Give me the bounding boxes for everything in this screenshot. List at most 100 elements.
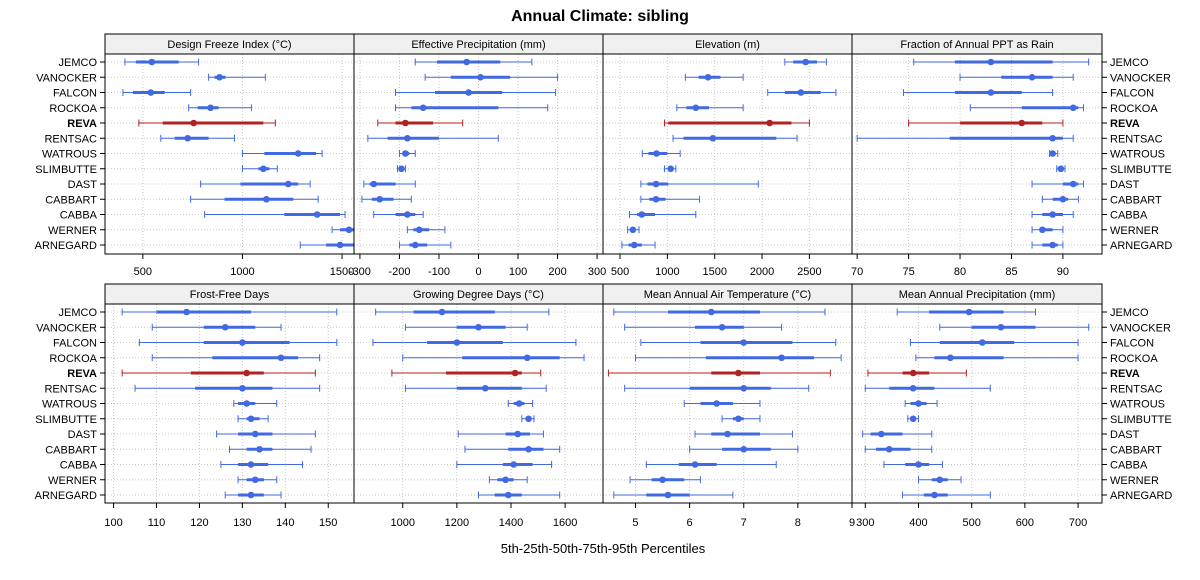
median-dot [997, 323, 1005, 331]
panel-2: Elevation (m) 500 1000 1500 2000 2500 [602, 33, 853, 278]
series-cabba [456, 461, 553, 468]
panel-title: Growing Degree Days (°C) [413, 289, 544, 301]
median-dot [1049, 241, 1056, 249]
site-label-right: FALCON [1110, 338, 1154, 350]
panel-title: Mean Annual Precipitation (mm) [899, 289, 1056, 301]
x-tick-label: 500 [963, 517, 981, 529]
series-rockoa [151, 354, 321, 362]
x-tick-label: 100 [509, 266, 527, 278]
site-label-right: FALCON [1110, 88, 1154, 100]
chart-title: Annual Climate: sibling [511, 8, 689, 25]
series-cabbart [190, 195, 319, 203]
median-dot [284, 180, 292, 188]
series-jemco [784, 58, 827, 66]
panel-frame [104, 303, 355, 504]
series-rentsac [367, 134, 499, 142]
median-dot [510, 461, 517, 468]
series-vanocker [404, 323, 528, 331]
median-dot [979, 339, 986, 346]
series-jemco [121, 308, 338, 316]
panel-grid [852, 54, 1102, 254]
panel-grid [354, 304, 603, 503]
site-label-right: REVA [1110, 368, 1140, 380]
median-dot [915, 461, 922, 468]
series-falcon [640, 339, 837, 346]
median-dot [247, 415, 255, 423]
median-dot [885, 445, 893, 453]
x-tick-label: 1000 [655, 266, 679, 278]
panel-marks [607, 308, 842, 499]
median-dot [247, 491, 255, 499]
series-jemco [414, 58, 533, 66]
series-rockoa [915, 354, 1079, 362]
x-axis-6: 5 6 7 8 9 [632, 503, 855, 529]
series-falcon [372, 339, 577, 346]
panel-frame [353, 303, 604, 504]
median-dot [463, 58, 470, 66]
x-tick-label: 80 [954, 266, 966, 278]
median-dot [629, 226, 637, 234]
series-watrous [233, 400, 278, 407]
site-label-right: JEMCO [1110, 57, 1149, 69]
median-dot [692, 104, 700, 112]
series-rockoa [969, 104, 1084, 112]
site-label-left: CABBA [60, 460, 98, 472]
site-label-right: WERNER [1110, 225, 1159, 237]
panel-title: Design Freeze Index (°C) [167, 39, 291, 51]
site-label-left: SLIMBUTTE [35, 414, 97, 426]
site-label-right: DAST [1110, 179, 1140, 191]
site-label-right: REVA [1110, 118, 1140, 130]
series-falcon [767, 89, 837, 96]
series-rentsac [134, 384, 321, 392]
median-dot [667, 165, 674, 173]
panel-marks [862, 308, 1090, 499]
site-label-left: JEMCO [59, 307, 98, 319]
series-rockoa [676, 104, 744, 112]
median-dot [740, 445, 748, 453]
x-axis-label: 5th-25th-50th-75th-95th Percentiles [501, 541, 706, 556]
site-label-left: WERNER [48, 225, 97, 237]
x-tick-label: 6 [687, 517, 693, 529]
series-reva [138, 119, 276, 127]
median-dot [207, 104, 214, 112]
x-tick-label: 150 [319, 517, 337, 529]
site-label-left: ROCKOA [49, 103, 97, 115]
series-cabba [629, 211, 697, 218]
median-dot [336, 241, 344, 249]
series-cabba [645, 461, 777, 468]
site-label-left: FALCON [53, 338, 97, 350]
series-slimbutte [237, 415, 269, 423]
series-cabbart [229, 445, 312, 453]
site-label-left: DAST [68, 429, 98, 441]
series-slimbutte [721, 415, 761, 423]
series-watrous [904, 400, 938, 407]
median-dot [1069, 180, 1077, 188]
x-axis-2: 500 1000 1500 2000 2500 [611, 254, 822, 278]
series-werner [1031, 226, 1064, 234]
median-dot [345, 226, 353, 234]
site-label-right: CABBART [1110, 444, 1162, 456]
panel-grid [105, 304, 354, 503]
site-label-left: VANOCKER [36, 72, 97, 84]
series-falcon [910, 339, 1079, 346]
series-watrous [241, 150, 323, 157]
series-rentsac [672, 134, 798, 142]
series-rockoa [402, 354, 585, 362]
x-axis-3: 70 75 80 85 90 [851, 254, 1069, 278]
site-label-right: CABBART [1110, 194, 1162, 206]
median-dot [735, 415, 742, 423]
site-label-left: JEMCO [59, 57, 98, 69]
median-dot [1049, 211, 1056, 218]
site-label-left: SLIMBUTTE [35, 164, 97, 176]
series-arnegard [1031, 241, 1064, 249]
series-cabbart [689, 445, 799, 453]
panel-1: Effective Precipitation (mm) -300 -200 -100… [349, 33, 606, 278]
site-label-right: JEMCO [1110, 307, 1149, 319]
series-rentsac [624, 384, 810, 392]
median-dot [1049, 134, 1056, 142]
panel-0: Design Freeze Index (°C) 500 1000 1500 [104, 33, 355, 278]
median-dot [1057, 165, 1065, 173]
median-dot [277, 354, 285, 362]
median-dot [740, 384, 748, 392]
